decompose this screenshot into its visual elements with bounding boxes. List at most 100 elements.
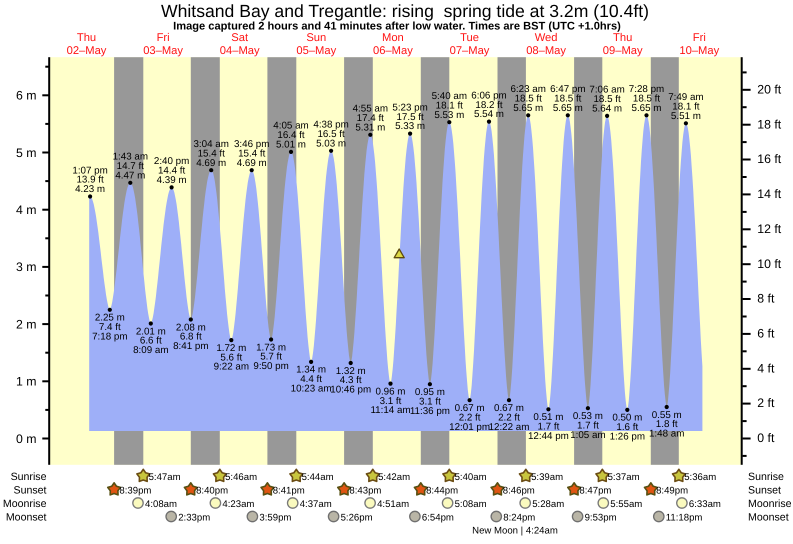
- svg-text:Moonrise: Moonrise: [748, 498, 792, 510]
- svg-text:Sunset: Sunset: [748, 485, 781, 497]
- svg-text:5:47am: 5:47am: [149, 472, 181, 483]
- svg-text:20 ft: 20 ft: [757, 82, 782, 96]
- svg-text:04–May: 04–May: [220, 45, 260, 57]
- svg-text:4:51am: 4:51am: [377, 499, 409, 510]
- svg-text:15.4 ft: 15.4 ft: [238, 148, 266, 159]
- svg-text:0.50 m: 0.50 m: [612, 413, 642, 424]
- svg-text:16.4 ft: 16.4 ft: [277, 130, 305, 141]
- svg-text:12:01 pm: 12:01 pm: [449, 422, 490, 433]
- svg-text:5:44am: 5:44am: [302, 472, 334, 483]
- svg-text:5:40 am: 5:40 am: [432, 91, 467, 102]
- svg-text:Tue: Tue: [460, 32, 479, 44]
- svg-text:4.4 ft: 4.4 ft: [300, 374, 322, 385]
- svg-text:4.23 m: 4.23 m: [75, 184, 105, 195]
- svg-text:15.4 ft: 15.4 ft: [198, 148, 226, 159]
- svg-text:4 m: 4 m: [16, 203, 37, 217]
- svg-text:5:23 pm: 5:23 pm: [392, 102, 427, 113]
- svg-text:0 ft: 0 ft: [757, 431, 775, 445]
- svg-text:2.25 m: 2.25 m: [95, 313, 125, 324]
- svg-text:Image captured 2 hours and 41: Image captured 2 hours and 41 minutes af…: [173, 21, 621, 33]
- svg-text:4.39 m: 4.39 m: [157, 175, 187, 186]
- svg-text:05–May: 05–May: [296, 45, 336, 57]
- svg-text:3:04 am: 3:04 am: [193, 139, 228, 150]
- svg-text:Sat: Sat: [231, 32, 249, 44]
- svg-text:6 ft: 6 ft: [757, 327, 775, 341]
- svg-text:08–May: 08–May: [526, 45, 566, 57]
- svg-text:8:39pm: 8:39pm: [119, 486, 151, 497]
- svg-text:8:49pm: 8:49pm: [656, 486, 688, 497]
- svg-text:1.7 ft: 1.7 ft: [577, 420, 599, 431]
- svg-text:2:40 pm: 2:40 pm: [154, 156, 189, 167]
- svg-text:12:44 pm: 12:44 pm: [528, 431, 569, 442]
- svg-text:8:24pm: 8:24pm: [503, 513, 535, 524]
- svg-text:1.72 m: 1.72 m: [216, 343, 246, 354]
- svg-text:Fri: Fri: [157, 32, 170, 44]
- svg-text:4:55 am: 4:55 am: [353, 104, 388, 115]
- svg-text:4:23am: 4:23am: [222, 499, 254, 510]
- svg-text:9:50 pm: 9:50 pm: [253, 361, 288, 372]
- svg-text:17.5 ft: 17.5 ft: [396, 112, 424, 123]
- svg-text:Moonset: Moonset: [748, 512, 789, 524]
- svg-text:18.1 ft: 18.1 ft: [436, 100, 464, 111]
- svg-text:1.73 m: 1.73 m: [256, 342, 286, 353]
- svg-text:5:55am: 5:55am: [610, 499, 642, 510]
- svg-text:4.3 ft: 4.3 ft: [340, 375, 362, 386]
- svg-text:6.8 ft: 6.8 ft: [180, 332, 202, 343]
- svg-text:0.96 m: 0.96 m: [376, 386, 406, 397]
- svg-text:4:38 pm: 4:38 pm: [313, 120, 348, 131]
- svg-text:6:33am: 6:33am: [689, 499, 721, 510]
- svg-text:0.67 m: 0.67 m: [455, 403, 485, 414]
- svg-text:Sunset: Sunset: [14, 485, 47, 497]
- svg-text:10:46 pm: 10:46 pm: [330, 385, 371, 396]
- svg-text:1:26 pm: 1:26 pm: [610, 432, 645, 443]
- svg-text:11:36 pm: 11:36 pm: [410, 406, 450, 417]
- svg-text:11:18pm: 11:18pm: [666, 513, 703, 524]
- svg-text:4:05 am: 4:05 am: [273, 121, 308, 132]
- svg-text:16.5 ft: 16.5 ft: [317, 129, 345, 140]
- svg-text:10 ft: 10 ft: [757, 257, 782, 271]
- svg-text:8:47pm: 8:47pm: [579, 486, 611, 497]
- svg-text:5:40am: 5:40am: [455, 472, 487, 483]
- svg-text:7:18 pm: 7:18 pm: [92, 331, 127, 342]
- svg-text:9:22 am: 9:22 am: [214, 362, 249, 373]
- svg-text:Sunrise: Sunrise: [11, 471, 47, 483]
- svg-text:9:53pm: 9:53pm: [585, 513, 617, 524]
- svg-text:18 ft: 18 ft: [757, 117, 782, 131]
- svg-text:2:33pm: 2:33pm: [178, 513, 210, 524]
- svg-text:1.34 m: 1.34 m: [296, 365, 326, 376]
- svg-text:3 m: 3 m: [16, 260, 37, 274]
- svg-text:5.7 ft: 5.7 ft: [260, 352, 282, 363]
- svg-text:5 m: 5 m: [16, 146, 37, 160]
- svg-text:New Moon | 4:24am: New Moon | 4:24am: [472, 526, 558, 537]
- svg-text:1:07 pm: 1:07 pm: [72, 165, 107, 176]
- svg-text:5.53 m: 5.53 m: [434, 110, 464, 121]
- svg-text:5:46am: 5:46am: [225, 472, 257, 483]
- svg-text:1.32 m: 1.32 m: [336, 366, 366, 377]
- svg-text:4.47 m: 4.47 m: [115, 170, 145, 181]
- svg-text:1.8 ft: 1.8 ft: [656, 419, 678, 430]
- svg-text:0.53 m: 0.53 m: [573, 411, 603, 422]
- svg-text:Fri: Fri: [693, 32, 706, 44]
- svg-text:6:23 am: 6:23 am: [510, 84, 545, 95]
- svg-text:6 m: 6 m: [16, 89, 37, 103]
- svg-text:5:26pm: 5:26pm: [341, 513, 373, 524]
- svg-text:5.01 m: 5.01 m: [276, 140, 306, 151]
- svg-text:1:48 am: 1:48 am: [649, 429, 684, 440]
- svg-text:13.9 ft: 13.9 ft: [76, 175, 104, 186]
- svg-text:8:09 am: 8:09 am: [133, 345, 168, 356]
- svg-text:7:49 am: 7:49 am: [668, 92, 703, 103]
- svg-text:5:28am: 5:28am: [532, 499, 564, 510]
- svg-text:5.65 m: 5.65 m: [513, 103, 543, 114]
- svg-text:1:43 am: 1:43 am: [113, 152, 148, 163]
- svg-text:5:39am: 5:39am: [531, 472, 563, 483]
- svg-text:8:41pm: 8:41pm: [273, 486, 305, 497]
- svg-text:4.69 m: 4.69 m: [196, 158, 226, 169]
- svg-text:5.31 m: 5.31 m: [355, 122, 385, 133]
- svg-text:8:46pm: 8:46pm: [503, 486, 535, 497]
- svg-text:0.55 m: 0.55 m: [652, 410, 682, 421]
- svg-text:16 ft: 16 ft: [757, 152, 782, 166]
- svg-text:18.1 ft: 18.1 ft: [672, 102, 700, 113]
- svg-text:Mon: Mon: [382, 32, 404, 44]
- svg-text:6.6 ft: 6.6 ft: [140, 336, 162, 347]
- svg-text:18.5 ft: 18.5 ft: [515, 94, 543, 105]
